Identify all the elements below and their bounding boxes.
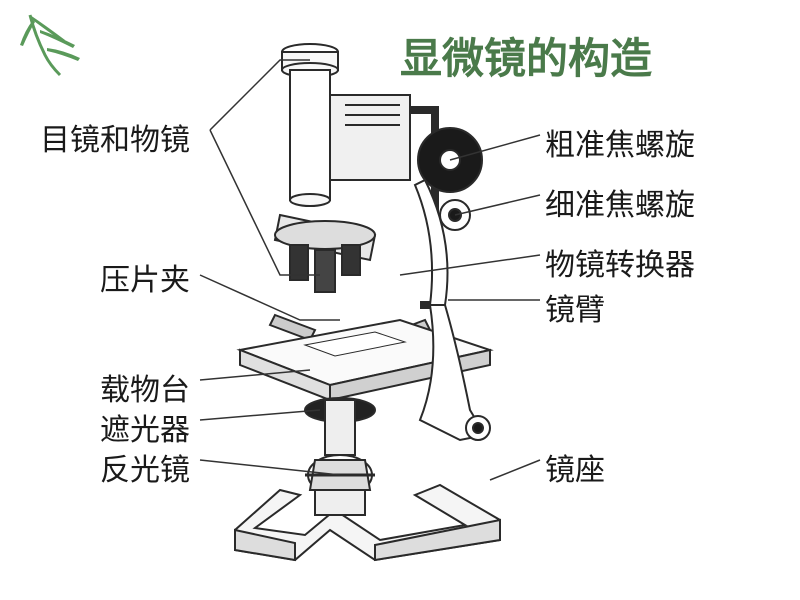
label-right-2: 物镜转换器	[545, 240, 695, 284]
label-left-1: 压片夹	[100, 255, 190, 299]
label-right-4: 镜座	[545, 445, 605, 489]
label-right-1: 细准焦螺旋	[545, 180, 695, 224]
label-left-4: 反光镜	[100, 445, 190, 489]
microscope-diagram	[220, 40, 580, 580]
label-left-0: 目镜和物镜	[40, 115, 190, 159]
label-left-2: 载物台	[100, 365, 190, 409]
label-right-3: 镜臂	[545, 285, 605, 329]
label-right-0: 粗准焦螺旋	[545, 120, 695, 164]
bamboo-decoration	[15, 10, 95, 80]
label-left-3: 遮光器	[100, 405, 190, 449]
